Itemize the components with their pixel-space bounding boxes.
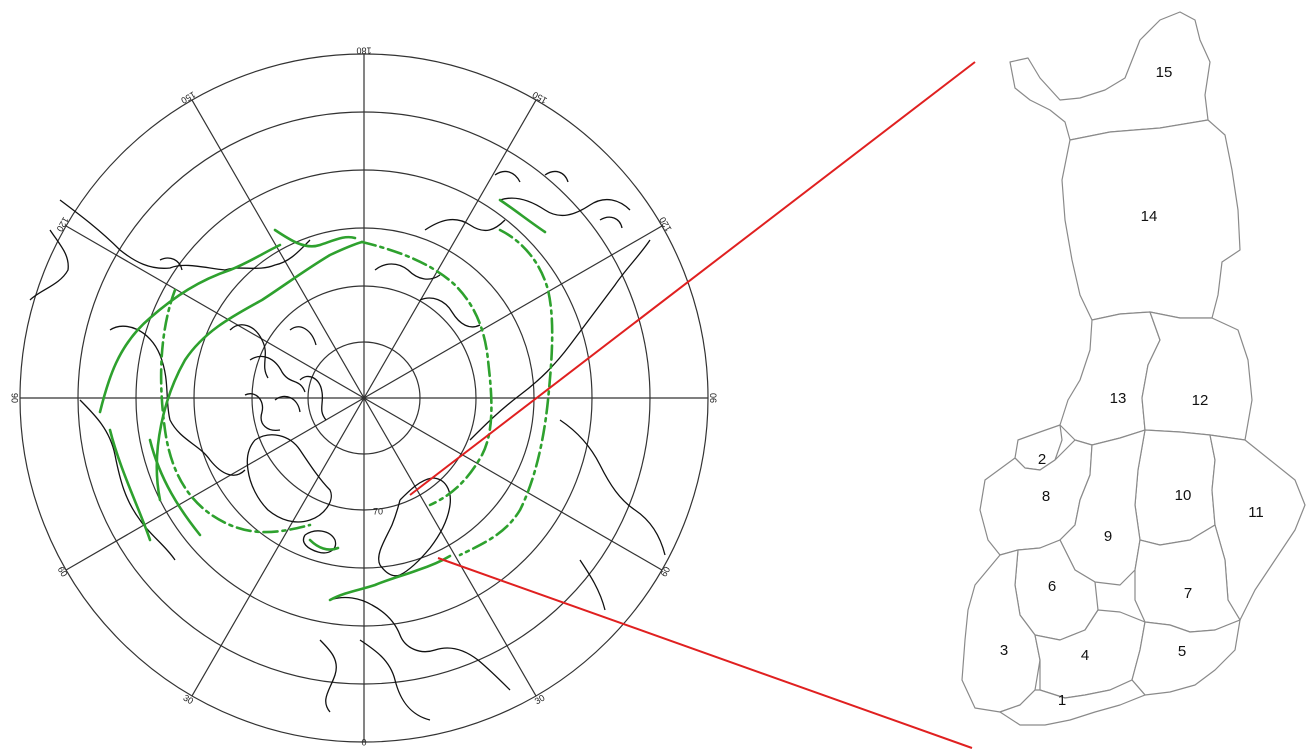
region-label-7: 7 [1184, 585, 1192, 602]
region-14 [1061, 119, 1241, 321]
lon-label-60e: 60 [659, 565, 673, 579]
lon-label-150w: 150 [179, 89, 197, 105]
meridian-line [191, 99, 537, 697]
region-label-3: 3 [1000, 642, 1008, 659]
lon-label-150e: 150 [531, 89, 549, 105]
lon-label-180: 180 [356, 46, 371, 56]
coastline-siberia [424, 197, 651, 441]
green-isolines [98, 198, 554, 602]
lon-label-90e: 90 [708, 393, 718, 403]
region-9 [1059, 429, 1146, 586]
zoom-lines [409, 61, 976, 749]
isoline-solid-outer [98, 243, 282, 542]
isoline-solid-north [273, 198, 547, 248]
coastline-islands [159, 170, 623, 271]
lon-label-60w: 60 [56, 565, 70, 579]
lon-label-30w: 30 [181, 693, 195, 707]
coastline-europe [319, 596, 511, 721]
lon-label-30e: 30 [533, 693, 547, 707]
region-label-10: 10 [1175, 487, 1192, 504]
region-label-13: 13 [1110, 390, 1127, 407]
isoline-solid-europe [308, 538, 452, 602]
coastline-russia-north [374, 263, 481, 328]
region-label-4: 4 [1081, 647, 1089, 664]
region-label-11: 11 [1248, 504, 1264, 521]
region-11 [1209, 434, 1306, 621]
lat-label-70: 70 [373, 506, 383, 516]
meridian-lines [20, 54, 708, 742]
coastline-alaska [29, 199, 311, 301]
region-15 [1009, 11, 1211, 141]
region-1 [999, 679, 1146, 726]
finland-map: 15 14 13 12 2 8 10 11 9 6 7 3 4 5 1 [961, 11, 1306, 726]
coastline-far-east [559, 419, 666, 611]
coastlines [29, 170, 666, 721]
lon-label-90w: 90 [10, 393, 20, 403]
coastline-archipelago [229, 324, 327, 431]
lon-label-120w: 120 [54, 215, 70, 233]
region-label-9: 9 [1104, 528, 1112, 545]
region-label-8: 8 [1042, 488, 1050, 505]
coastline-canada [79, 325, 246, 561]
isoline-dashed-east [458, 228, 554, 557]
degree-labels: 180 150 150 120 120 90 90 60 60 30 30 0 … [10, 46, 719, 748]
region-label-14: 14 [1141, 208, 1158, 225]
isoline-dashed [159, 240, 493, 534]
region-label-1: 1 [1058, 692, 1066, 709]
lon-label-0: 0 [361, 737, 366, 747]
zoom-line-top [409, 61, 976, 496]
lon-label-120e: 120 [657, 215, 673, 233]
region-label-12: 12 [1192, 392, 1209, 409]
region-label-6: 6 [1048, 578, 1056, 595]
polar-map: 180 150 150 120 120 90 90 60 60 30 30 0 … [10, 46, 719, 748]
region-labels: 15 14 13 12 2 8 10 11 9 6 7 3 4 5 1 [1000, 64, 1264, 709]
isoline-solid-inner [155, 240, 364, 502]
region-label-2: 2 [1038, 451, 1046, 468]
region-label-15: 15 [1156, 64, 1173, 81]
region-12 [1141, 311, 1253, 441]
zoom-line-bottom [437, 557, 973, 749]
coastline-greenland [246, 434, 332, 523]
region-label-5: 5 [1178, 643, 1186, 660]
